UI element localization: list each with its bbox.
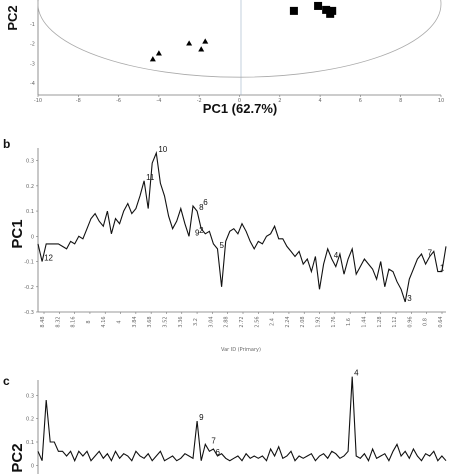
x-tick-label: 2.08 <box>300 316 306 327</box>
y-tick-label: 0 <box>31 463 34 469</box>
x-tick-label: 2.56 <box>254 316 260 327</box>
square-point <box>328 6 337 15</box>
x-tick-label: 3.52 <box>162 316 168 327</box>
x-tick-label: 1.12 <box>392 316 398 327</box>
loading-annotation: 3 <box>407 294 412 303</box>
panel-a-scatter: -10 -8 -6 -4 -2 0 2 4 6 8 10 -1-2-3-4 PC1 (62.7%) … <box>5 0 444 116</box>
loading-annotation: 6 <box>215 448 220 457</box>
x-tick-label: 1.92 <box>316 316 322 327</box>
x-tick-label: 8.32 <box>55 316 61 327</box>
panel-a-x-tick-label: -2 <box>197 98 202 104</box>
x-tick-label: 1.28 <box>377 316 383 327</box>
panel-a-x-tick-label: 8 <box>399 98 402 104</box>
y-tick-label: 0 <box>31 234 34 240</box>
square-point <box>322 5 331 14</box>
x-tick-label: 4 <box>117 320 123 323</box>
loading-annotation: 12 <box>44 254 53 263</box>
x-tick-label: 8.16 <box>71 316 77 327</box>
panel-b-line: b -0.3 -0.2 -0.1 0 0.1 0.2 0.3 8.48 8.32 8.16 8 4.… <box>3 137 447 353</box>
triangle-point <box>155 50 162 56</box>
x-tick-label: 3.04 <box>208 316 214 327</box>
y-tick-label: 0.3 <box>26 159 34 165</box>
x-tick-label: 1.6 <box>346 318 352 326</box>
x-tick-label: 2.4 <box>270 318 276 326</box>
x-tick-label: 1.76 <box>331 316 337 327</box>
panel-a-x-tick-label: 10 <box>438 98 444 104</box>
loading-annotation: 2 <box>199 226 204 235</box>
triangle-point <box>202 38 209 44</box>
panel-b-label: b <box>3 137 10 151</box>
loading-annotation: 6 <box>203 198 208 207</box>
triangle-point <box>149 56 156 62</box>
y-tick-label: 0.2 <box>26 417 34 423</box>
x-tick-label: 2.24 <box>285 316 291 327</box>
panel-a-x-tick-label: -6 <box>116 98 121 104</box>
pc2-loadings-line <box>37 376 447 463</box>
panel-c-y-label: PC2 <box>9 443 26 472</box>
y-tick-label: -0.3 <box>24 310 34 316</box>
y-tick-label: 0.3 <box>26 393 34 399</box>
panel-a-x-tick-label: -10 <box>34 98 42 104</box>
loading-annotation: 10 <box>158 145 167 154</box>
panel-a-y-tick-label: -1 <box>30 22 35 28</box>
loading-annotation: 11 <box>146 173 155 182</box>
pc1-loadings-line <box>37 150 447 303</box>
loading-annotation: 9 <box>199 413 204 422</box>
x-tick-label: 8 <box>86 320 92 323</box>
square-point <box>289 6 298 15</box>
x-tick-label: 0.64 <box>438 316 444 327</box>
triangle-point <box>198 46 205 52</box>
panel-a-x-tick-label: -4 <box>156 98 161 104</box>
loading-annotation: 7 <box>428 248 433 257</box>
x-tick-label: 2.72 <box>239 316 245 327</box>
loading-annotation: 1 <box>440 264 445 273</box>
panel-a-x-tick-label: 6 <box>359 98 362 104</box>
y-tick-label: -0.1 <box>24 260 34 266</box>
y-tick-label: 0.2 <box>26 184 34 190</box>
panel-a-x-tick-label: 4 <box>319 98 322 104</box>
y-tick-label: -0.2 <box>24 285 34 291</box>
panel-c-label: c <box>3 374 10 388</box>
x-tick-label: 3.36 <box>178 316 184 327</box>
panel-a-y-tick-label: -4 <box>30 81 35 87</box>
x-tick-label: 1.44 <box>361 316 367 327</box>
panel-a-y-tick-label: -2 <box>30 42 35 48</box>
loading-annotation: 7 <box>211 436 216 445</box>
x-tick-label: 3.2 <box>193 318 199 326</box>
panel-a-x-tick-label: -8 <box>76 98 81 104</box>
x-tick-label: 3.84 <box>132 316 138 327</box>
x-tick-label: 3.68 <box>147 316 153 327</box>
loading-annotation: 4 <box>334 251 339 260</box>
panel-a-y-tick-label: -3 <box>30 61 35 67</box>
confidence-ellipse <box>37 0 442 78</box>
panel-b-y-label: PC1 <box>9 219 26 248</box>
x-tick-label: 0.8 <box>423 318 429 326</box>
panel-a-x-label: PC1 (62.7%) <box>203 101 277 116</box>
loading-annotation: 4 <box>354 369 359 378</box>
x-tick-label: 0.96 <box>407 316 413 327</box>
loading-annotation: 8 <box>199 203 204 212</box>
y-tick-label: 0.1 <box>26 440 34 446</box>
x-tick-label: 4.16 <box>101 316 107 327</box>
panel-c-line: c 0 0.1 0.2 0.3 9 7 6 4 PC2 <box>3 369 447 474</box>
square-point <box>314 1 323 10</box>
y-tick-label: 0.1 <box>26 209 34 215</box>
loading-annotation: 9 <box>195 228 200 237</box>
loading-annotation: 5 <box>220 241 225 250</box>
x-tick-label: 2.88 <box>224 316 230 327</box>
panel-a-x-tick-label: 2 <box>278 98 281 104</box>
panel-a-x-tick-label: 0 <box>238 98 241 104</box>
panel-a-y-label: PC2 <box>5 5 20 30</box>
triangle-point <box>186 40 193 46</box>
x-tick-label: 8.48 <box>40 316 46 327</box>
panel-b-x-label: Var ID (Primary) <box>221 347 261 353</box>
